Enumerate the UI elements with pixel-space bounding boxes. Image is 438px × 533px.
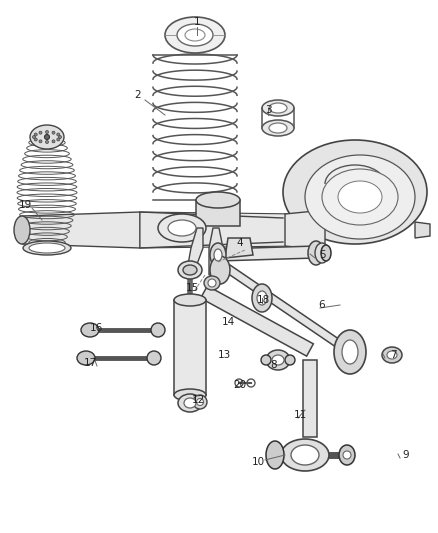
Ellipse shape bbox=[321, 245, 331, 261]
Ellipse shape bbox=[196, 192, 240, 208]
Circle shape bbox=[193, 395, 207, 409]
Ellipse shape bbox=[291, 445, 319, 465]
Ellipse shape bbox=[269, 123, 287, 133]
Polygon shape bbox=[303, 360, 317, 437]
Polygon shape bbox=[140, 212, 300, 248]
Text: 20: 20 bbox=[233, 380, 247, 390]
Text: 6: 6 bbox=[319, 300, 325, 310]
Text: 12: 12 bbox=[191, 395, 205, 405]
Ellipse shape bbox=[315, 243, 329, 263]
Ellipse shape bbox=[81, 323, 99, 337]
Text: 18: 18 bbox=[256, 295, 270, 305]
Polygon shape bbox=[285, 210, 325, 250]
Polygon shape bbox=[415, 222, 430, 238]
Ellipse shape bbox=[257, 291, 267, 305]
Ellipse shape bbox=[178, 261, 202, 279]
Text: 1: 1 bbox=[194, 17, 200, 27]
Circle shape bbox=[52, 131, 55, 134]
Bar bbox=[174, 300, 206, 395]
Ellipse shape bbox=[387, 351, 397, 359]
Circle shape bbox=[34, 133, 37, 136]
Ellipse shape bbox=[29, 243, 65, 253]
Ellipse shape bbox=[252, 284, 272, 312]
Text: 5: 5 bbox=[319, 250, 325, 260]
Circle shape bbox=[32, 135, 35, 139]
Ellipse shape bbox=[151, 323, 165, 337]
Circle shape bbox=[45, 134, 49, 140]
Polygon shape bbox=[187, 228, 203, 275]
Circle shape bbox=[343, 451, 351, 459]
Circle shape bbox=[57, 138, 60, 141]
Ellipse shape bbox=[305, 155, 415, 239]
Ellipse shape bbox=[339, 445, 355, 465]
Ellipse shape bbox=[210, 243, 226, 267]
Polygon shape bbox=[218, 265, 352, 363]
Ellipse shape bbox=[185, 29, 205, 41]
Text: 9: 9 bbox=[403, 450, 410, 460]
Ellipse shape bbox=[272, 355, 284, 365]
Ellipse shape bbox=[77, 351, 95, 365]
Polygon shape bbox=[201, 286, 313, 356]
Text: 8: 8 bbox=[271, 360, 277, 370]
Ellipse shape bbox=[281, 439, 329, 471]
Ellipse shape bbox=[204, 276, 220, 290]
Polygon shape bbox=[218, 246, 316, 261]
Ellipse shape bbox=[174, 294, 206, 306]
Ellipse shape bbox=[30, 125, 64, 149]
Circle shape bbox=[57, 133, 60, 136]
Ellipse shape bbox=[208, 279, 216, 287]
Ellipse shape bbox=[158, 214, 206, 242]
Ellipse shape bbox=[23, 241, 71, 255]
Ellipse shape bbox=[261, 355, 271, 365]
Ellipse shape bbox=[14, 216, 30, 244]
Ellipse shape bbox=[266, 441, 284, 469]
Text: 2: 2 bbox=[135, 90, 141, 100]
Ellipse shape bbox=[382, 347, 402, 363]
Ellipse shape bbox=[308, 241, 324, 265]
Circle shape bbox=[39, 131, 42, 134]
Ellipse shape bbox=[285, 355, 295, 365]
Circle shape bbox=[197, 399, 204, 406]
Ellipse shape bbox=[283, 140, 427, 244]
Ellipse shape bbox=[178, 394, 202, 412]
Polygon shape bbox=[209, 228, 223, 275]
Text: 10: 10 bbox=[251, 457, 265, 467]
Text: 4: 4 bbox=[237, 238, 244, 248]
Polygon shape bbox=[196, 200, 240, 226]
Circle shape bbox=[39, 140, 42, 143]
Ellipse shape bbox=[342, 340, 358, 364]
Circle shape bbox=[34, 138, 37, 141]
Ellipse shape bbox=[165, 17, 225, 53]
Ellipse shape bbox=[147, 351, 161, 365]
Circle shape bbox=[59, 135, 61, 139]
Text: 16: 16 bbox=[89, 323, 102, 333]
Ellipse shape bbox=[210, 256, 230, 284]
Text: 7: 7 bbox=[390, 350, 396, 360]
Ellipse shape bbox=[334, 330, 366, 374]
Text: 15: 15 bbox=[185, 283, 198, 293]
Ellipse shape bbox=[174, 389, 206, 401]
Circle shape bbox=[46, 141, 49, 143]
Polygon shape bbox=[22, 212, 140, 248]
Ellipse shape bbox=[266, 350, 290, 370]
Ellipse shape bbox=[262, 120, 294, 136]
Circle shape bbox=[52, 140, 55, 143]
Ellipse shape bbox=[269, 103, 287, 113]
Text: 13: 13 bbox=[217, 350, 231, 360]
Text: 3: 3 bbox=[265, 105, 271, 115]
Ellipse shape bbox=[183, 265, 197, 275]
Ellipse shape bbox=[177, 24, 213, 46]
Ellipse shape bbox=[184, 398, 196, 408]
Ellipse shape bbox=[338, 181, 382, 213]
Text: 19: 19 bbox=[18, 200, 32, 210]
Polygon shape bbox=[225, 238, 253, 258]
Text: 11: 11 bbox=[293, 410, 307, 420]
Ellipse shape bbox=[214, 249, 222, 261]
Text: 17: 17 bbox=[83, 358, 97, 368]
Text: 14: 14 bbox=[221, 317, 235, 327]
Ellipse shape bbox=[322, 169, 398, 225]
Ellipse shape bbox=[168, 220, 196, 236]
Ellipse shape bbox=[262, 100, 294, 116]
Circle shape bbox=[46, 131, 49, 133]
